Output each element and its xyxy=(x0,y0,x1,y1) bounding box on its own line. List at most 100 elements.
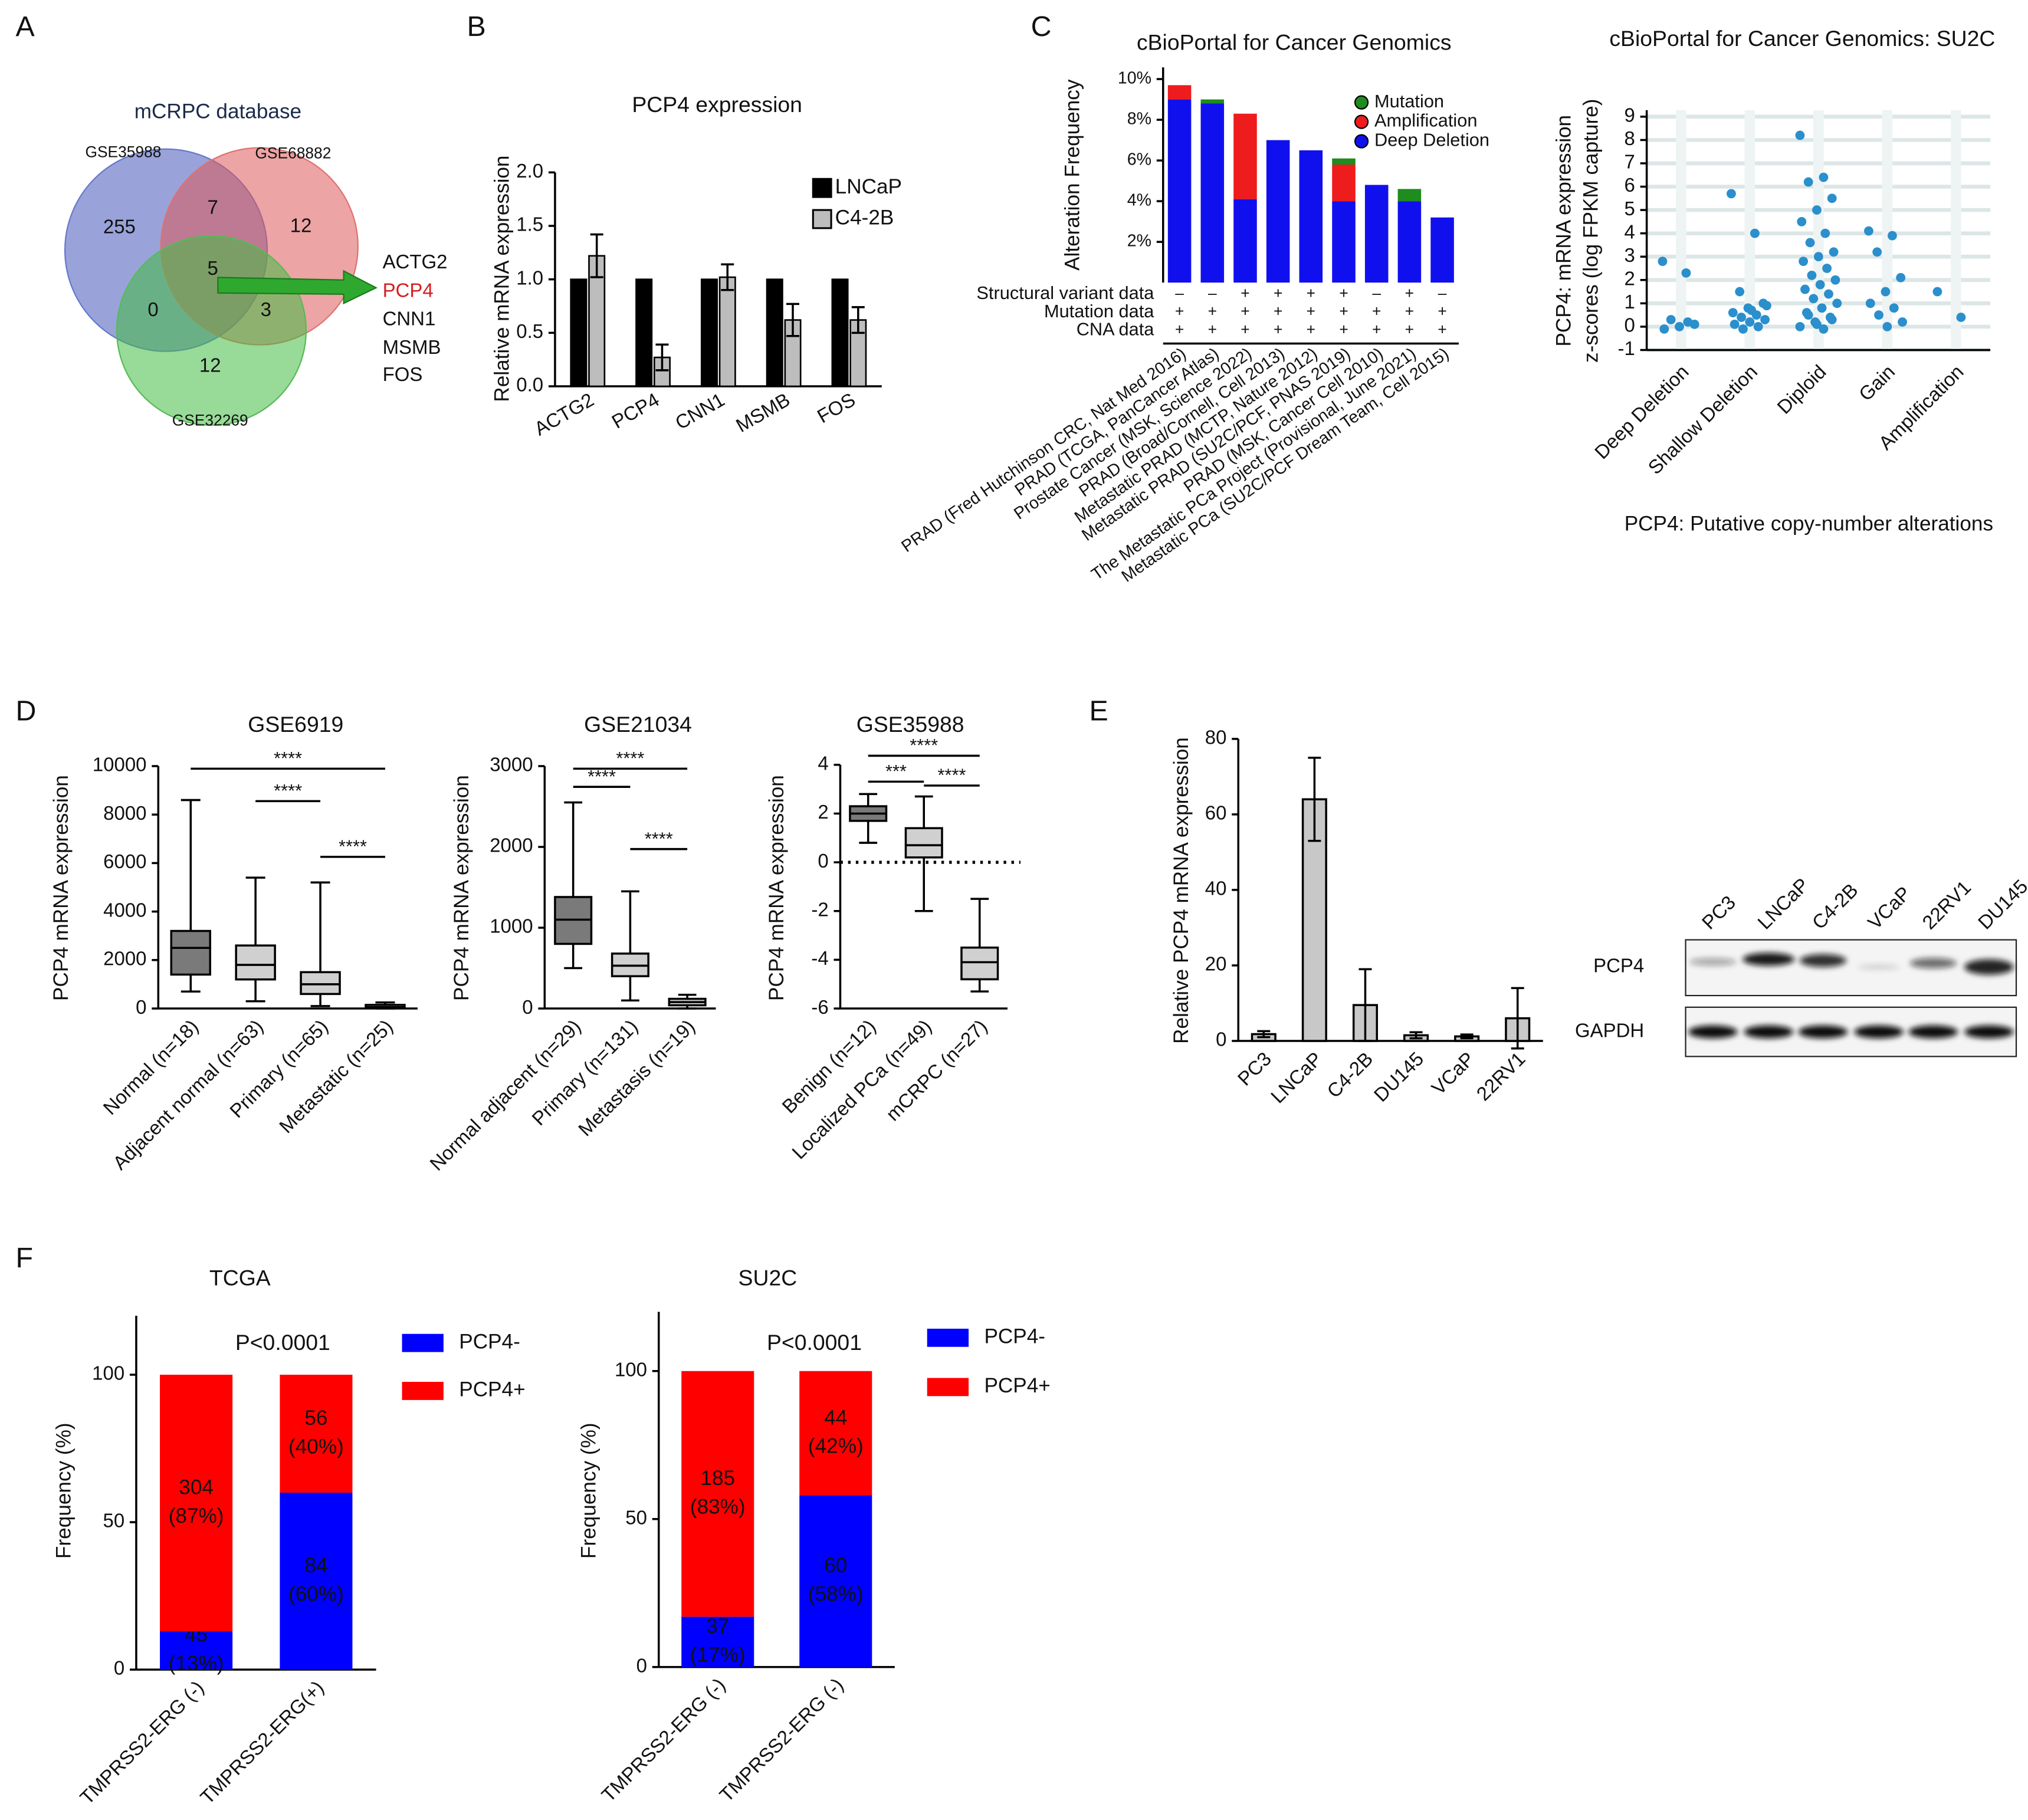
point xyxy=(1898,317,1907,327)
y-axis-label: PCP4: mRNA expression xyxy=(1552,115,1575,347)
bar-segment xyxy=(280,1374,353,1493)
panel-label: D xyxy=(16,695,37,727)
point xyxy=(1666,315,1676,324)
y-tick-label: 1.5 xyxy=(516,213,543,235)
row-label: PCP4 xyxy=(1593,954,1644,976)
y-tick-label: 1.0 xyxy=(516,267,543,288)
y-axis-label: Alteration Frequency xyxy=(1061,79,1084,271)
segment-label: (58%) xyxy=(808,1583,864,1606)
row-mark: + xyxy=(1405,303,1414,320)
band xyxy=(1799,954,1847,967)
y-tick-label: 2000 xyxy=(103,948,146,970)
y-tick-label: 0.5 xyxy=(516,320,543,342)
point xyxy=(1735,287,1745,297)
band xyxy=(1964,1025,2014,1039)
panel-label: E xyxy=(1089,695,1108,727)
row-mark: + xyxy=(1405,284,1414,302)
y-tick-label: 3 xyxy=(1625,244,1635,266)
point xyxy=(1865,298,1875,308)
row-mark: + xyxy=(1372,303,1381,320)
chart-title: cBioPortal for Cancer Genomics: SU2C xyxy=(1609,26,1995,51)
bar-segment xyxy=(681,1371,754,1617)
point xyxy=(1797,216,1807,226)
significance: **** xyxy=(274,748,302,768)
y-axis-label: Relative mRNA expression xyxy=(490,156,513,402)
row-mark: + xyxy=(1307,320,1315,338)
chart-title: TCGA xyxy=(209,1265,271,1290)
point xyxy=(1659,324,1669,334)
bar-segment xyxy=(1299,150,1323,283)
point xyxy=(1795,321,1805,331)
legend-label: Mutation xyxy=(1374,91,1444,111)
legend-label: Deep Deletion xyxy=(1374,130,1489,150)
row-mark: – xyxy=(1438,284,1447,302)
point xyxy=(1827,315,1837,324)
point xyxy=(1728,308,1738,318)
significance: **** xyxy=(910,735,938,755)
bar-segment xyxy=(799,1371,872,1496)
y-axis-label: PCP4 mRNA expression xyxy=(450,775,473,1001)
row-mark: – xyxy=(1372,284,1381,302)
y-tick-label: 8000 xyxy=(103,802,146,824)
point xyxy=(1830,275,1840,285)
point xyxy=(1820,228,1830,238)
venn-count: 12 xyxy=(290,214,312,236)
row-mark: + xyxy=(1241,320,1249,338)
band xyxy=(1854,1025,1904,1039)
y-tick-label: 4% xyxy=(1127,191,1151,210)
y-tick-label: 0.0 xyxy=(516,374,543,396)
legend-label: PCP4- xyxy=(459,1330,520,1353)
row-mark: + xyxy=(1208,303,1217,320)
point xyxy=(1727,189,1736,199)
legend-swatch xyxy=(927,1328,969,1347)
legend-swatch xyxy=(812,178,832,198)
venn-count: 7 xyxy=(207,196,218,218)
legend-label: LNCaP xyxy=(835,175,902,198)
legend-label: PCP4- xyxy=(984,1325,1045,1348)
point xyxy=(1813,252,1823,262)
point xyxy=(1809,294,1819,304)
y-tick-label: 3000 xyxy=(490,754,533,776)
x-axis-label: PCP4: Putative copy-number alterations xyxy=(1625,512,1993,535)
point xyxy=(1762,301,1771,311)
point xyxy=(1896,272,1906,282)
point xyxy=(1817,303,1827,313)
chart-title: GSE35988 xyxy=(857,712,964,737)
bar xyxy=(570,278,588,387)
y-tick-label: 4 xyxy=(818,753,828,774)
venn-count: 3 xyxy=(261,298,271,320)
y-tick-label: 2.0 xyxy=(516,160,543,182)
band xyxy=(1689,958,1737,966)
legend-swatch xyxy=(402,1382,444,1400)
y-tick-label: 2 xyxy=(1625,267,1635,289)
band xyxy=(1742,952,1795,966)
row-mark: + xyxy=(1274,320,1282,338)
bar xyxy=(766,278,783,387)
point xyxy=(1819,172,1829,182)
row-mark: + xyxy=(1438,320,1446,338)
bar-segment xyxy=(681,1617,754,1667)
bar xyxy=(718,276,736,387)
legend-label: Amplification xyxy=(1374,110,1477,131)
segment-label: (13%) xyxy=(169,1652,224,1675)
y-tick-label: -2 xyxy=(811,898,828,920)
y-tick-label: 0 xyxy=(818,850,828,872)
y-tick-label: 50 xyxy=(103,1510,124,1532)
y-tick-label: -1 xyxy=(1618,337,1635,359)
box xyxy=(235,944,276,981)
bar-segment xyxy=(280,1493,353,1670)
y-tick-label: 2 xyxy=(818,801,828,823)
point xyxy=(1658,257,1668,267)
significance: **** xyxy=(339,836,367,857)
y-tick-label: 2000 xyxy=(490,835,533,856)
y-tick-label: 5 xyxy=(1625,198,1635,219)
panel-label: F xyxy=(16,1242,34,1274)
y-tick-label: 7 xyxy=(1625,151,1635,173)
venn-title: mCRPC database xyxy=(134,100,301,123)
bar-segment xyxy=(1200,103,1225,283)
point xyxy=(1872,247,1882,257)
point xyxy=(1956,313,1966,322)
bar-segment xyxy=(160,1631,233,1670)
blot-strip xyxy=(1685,939,2017,997)
venn: mCRPC database GSE35988 GSE68882 GSE3226… xyxy=(64,100,447,429)
